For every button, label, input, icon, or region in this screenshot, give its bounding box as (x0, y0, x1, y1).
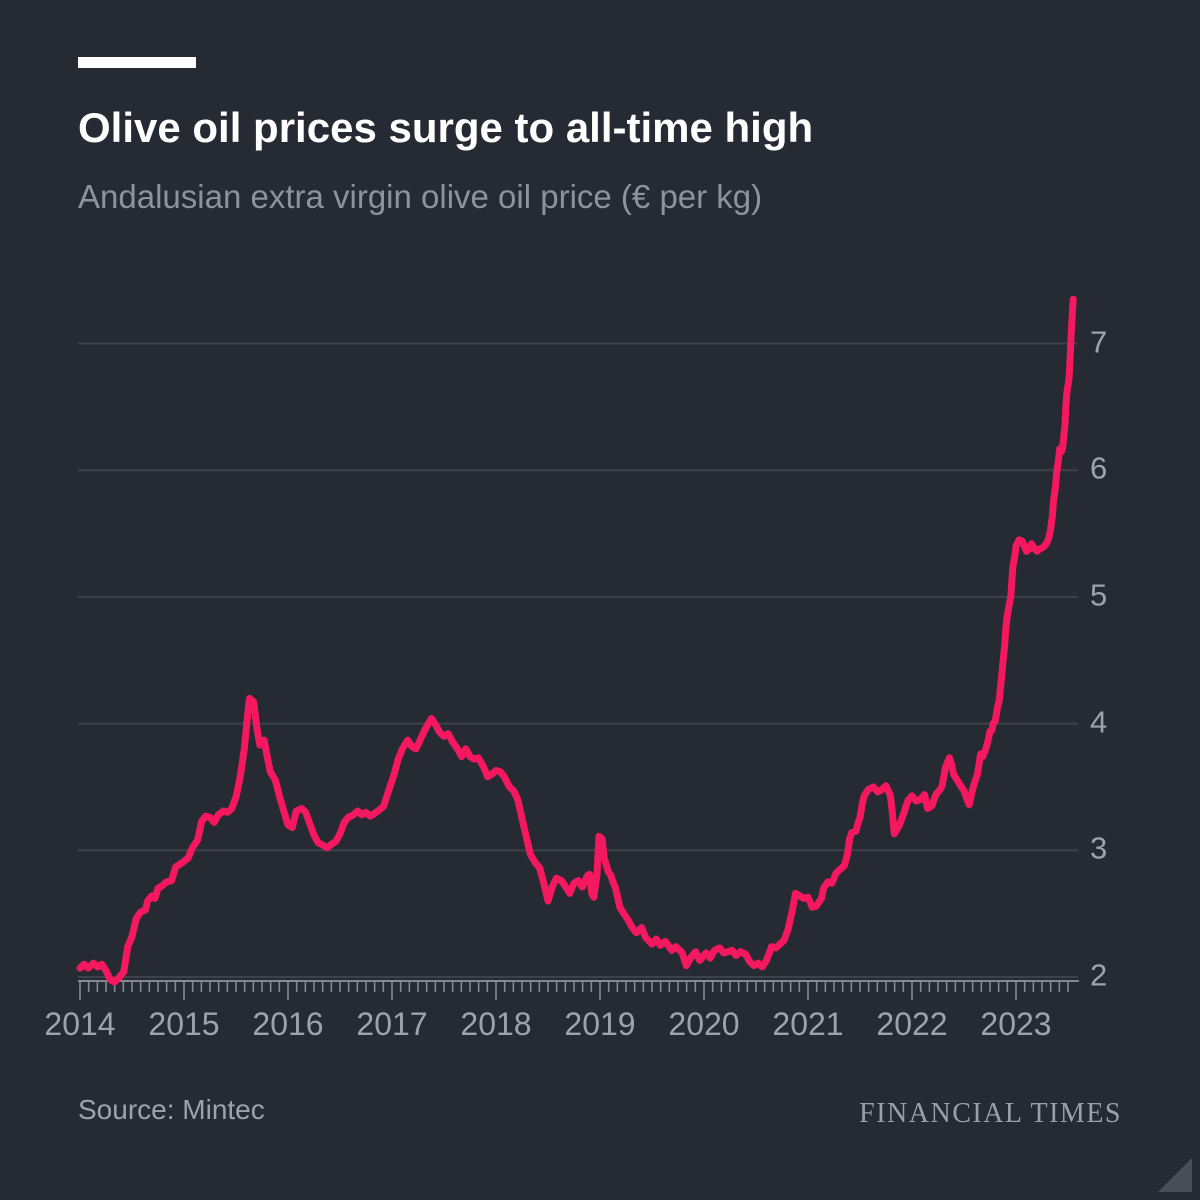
x-axis-label: 2014 (44, 1006, 116, 1042)
source-label: Source: Mintec (78, 1094, 265, 1125)
chart-title: Olive oil prices surge to all-time high (78, 104, 814, 151)
y-axis-label: 3 (1090, 830, 1108, 866)
chart-subtitle: Andalusian extra virgin olive oil price … (78, 178, 763, 215)
price-line (76, 295, 1077, 986)
y-axis-label: 2 (1090, 957, 1108, 993)
accent-bar (78, 57, 196, 68)
x-axis-label: 2022 (876, 1006, 948, 1042)
x-axis-label: 2023 (980, 1006, 1052, 1042)
x-axis-label: 2021 (772, 1006, 844, 1042)
x-axis-label: 2016 (252, 1006, 324, 1042)
y-axis-label: 5 (1090, 577, 1108, 613)
x-axis-ticks (78, 980, 1079, 1000)
x-axis-label: 2019 (564, 1006, 636, 1042)
corner-triangle-icon (1158, 1158, 1192, 1192)
x-axis-label: 2018 (460, 1006, 532, 1042)
y-axis-label: 7 (1090, 324, 1108, 360)
x-axis-label: 2020 (668, 1006, 740, 1042)
x-axis-label: 2017 (356, 1006, 428, 1042)
y-axis-label: 4 (1090, 704, 1108, 740)
x-axis-label: 2015 (148, 1006, 220, 1042)
y-axis-label: 6 (1090, 450, 1108, 486)
ft-logo: FINANCIAL TIMES (859, 1098, 1122, 1129)
